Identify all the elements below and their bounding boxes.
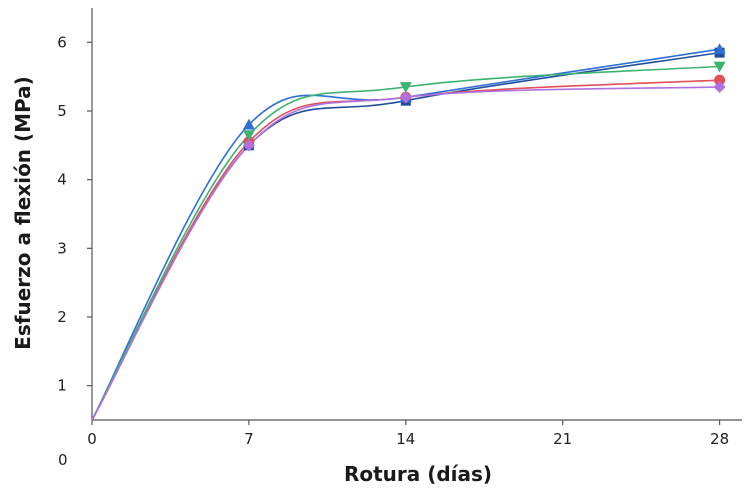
series-5-point xyxy=(399,91,412,104)
series-4-point xyxy=(242,130,255,142)
y-tick-label: 1 xyxy=(57,377,67,395)
y-tick-label: 3 xyxy=(57,239,67,257)
series-line-4 xyxy=(91,65,720,421)
y-tick-label: 2 xyxy=(57,308,67,326)
series-5-point xyxy=(713,80,726,93)
series-5-point xyxy=(242,139,255,152)
y-tick-label: 6 xyxy=(57,33,67,51)
x-tick-label: 0 xyxy=(87,430,97,448)
x-tick-label: 14 xyxy=(396,430,415,448)
x-axis-title: Rotura (días) xyxy=(344,462,492,486)
x-tick-label: 28 xyxy=(710,430,729,448)
x-origin-label: 0 xyxy=(58,451,68,469)
series-4-point xyxy=(399,82,412,93)
y-tick-label: 4 xyxy=(57,171,67,189)
plot-area: 0 7 14 21 28 1 2 3 4 5 6 xyxy=(57,8,742,448)
series-group xyxy=(91,43,726,421)
series-line-5 xyxy=(91,86,720,421)
y-axis-title: Esfuerzo a flexión (MPa) xyxy=(11,76,35,350)
series-line-2 xyxy=(91,79,720,421)
series-4-point xyxy=(713,61,726,73)
series-3-point xyxy=(242,118,255,130)
series-3-point xyxy=(713,43,726,54)
x-tick-label: 21 xyxy=(553,430,572,448)
series-2-point xyxy=(714,74,726,86)
ticks-group: 0 7 14 21 28 1 2 3 4 5 6 xyxy=(57,33,729,448)
y-tick-label: 5 xyxy=(57,102,67,120)
x-tick-label: 7 xyxy=(244,430,254,448)
